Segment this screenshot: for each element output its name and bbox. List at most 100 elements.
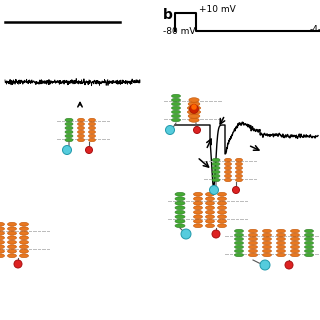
Ellipse shape bbox=[249, 245, 258, 249]
Ellipse shape bbox=[188, 114, 200, 118]
Ellipse shape bbox=[236, 158, 243, 162]
Ellipse shape bbox=[89, 138, 95, 142]
Ellipse shape bbox=[65, 126, 73, 130]
Ellipse shape bbox=[0, 245, 4, 249]
Ellipse shape bbox=[249, 253, 258, 257]
Ellipse shape bbox=[172, 118, 180, 122]
Ellipse shape bbox=[189, 105, 198, 114]
Ellipse shape bbox=[188, 106, 201, 110]
Ellipse shape bbox=[205, 215, 214, 219]
Ellipse shape bbox=[20, 222, 28, 226]
Circle shape bbox=[85, 147, 92, 154]
Ellipse shape bbox=[175, 197, 185, 201]
Ellipse shape bbox=[225, 170, 231, 174]
Ellipse shape bbox=[175, 192, 185, 196]
Ellipse shape bbox=[205, 210, 214, 214]
Ellipse shape bbox=[172, 102, 180, 106]
Ellipse shape bbox=[218, 210, 227, 214]
Ellipse shape bbox=[225, 162, 231, 166]
Ellipse shape bbox=[212, 174, 220, 178]
Ellipse shape bbox=[0, 240, 4, 244]
Ellipse shape bbox=[77, 118, 84, 122]
Ellipse shape bbox=[291, 237, 300, 241]
Ellipse shape bbox=[172, 110, 180, 114]
Ellipse shape bbox=[172, 94, 180, 98]
Ellipse shape bbox=[65, 122, 73, 126]
Ellipse shape bbox=[212, 170, 220, 174]
Ellipse shape bbox=[20, 245, 28, 249]
Ellipse shape bbox=[236, 174, 243, 178]
Ellipse shape bbox=[20, 236, 28, 240]
Ellipse shape bbox=[276, 229, 285, 233]
Ellipse shape bbox=[77, 134, 84, 138]
Circle shape bbox=[212, 230, 220, 238]
Ellipse shape bbox=[235, 233, 244, 237]
Ellipse shape bbox=[235, 237, 244, 241]
Ellipse shape bbox=[225, 174, 231, 178]
Ellipse shape bbox=[235, 245, 244, 249]
Ellipse shape bbox=[194, 192, 203, 196]
Ellipse shape bbox=[291, 233, 300, 237]
Ellipse shape bbox=[89, 134, 95, 138]
Circle shape bbox=[210, 186, 219, 195]
Ellipse shape bbox=[225, 178, 231, 182]
Ellipse shape bbox=[305, 245, 314, 249]
Ellipse shape bbox=[20, 227, 28, 231]
Circle shape bbox=[14, 260, 22, 268]
Ellipse shape bbox=[291, 229, 300, 233]
Ellipse shape bbox=[194, 219, 203, 223]
Ellipse shape bbox=[205, 201, 214, 205]
Text: +10 mV: +10 mV bbox=[199, 5, 236, 14]
Ellipse shape bbox=[276, 249, 285, 253]
Circle shape bbox=[181, 229, 191, 239]
Ellipse shape bbox=[20, 249, 28, 253]
Ellipse shape bbox=[276, 233, 285, 237]
Ellipse shape bbox=[291, 241, 300, 245]
Ellipse shape bbox=[262, 245, 271, 249]
Ellipse shape bbox=[0, 231, 4, 235]
Ellipse shape bbox=[212, 178, 220, 182]
Text: -4—: -4— bbox=[310, 25, 320, 34]
Ellipse shape bbox=[89, 130, 95, 134]
Ellipse shape bbox=[0, 249, 4, 253]
Ellipse shape bbox=[172, 114, 180, 118]
Ellipse shape bbox=[77, 138, 84, 142]
Ellipse shape bbox=[194, 210, 203, 214]
Ellipse shape bbox=[89, 118, 95, 122]
Ellipse shape bbox=[235, 241, 244, 245]
Ellipse shape bbox=[189, 118, 199, 122]
Ellipse shape bbox=[305, 249, 314, 253]
Ellipse shape bbox=[212, 162, 220, 166]
Ellipse shape bbox=[205, 206, 214, 210]
Ellipse shape bbox=[175, 210, 185, 214]
Ellipse shape bbox=[7, 227, 17, 231]
Ellipse shape bbox=[0, 254, 4, 258]
Ellipse shape bbox=[7, 231, 17, 235]
Ellipse shape bbox=[175, 206, 185, 210]
Ellipse shape bbox=[305, 253, 314, 257]
Ellipse shape bbox=[249, 229, 258, 233]
Circle shape bbox=[194, 126, 201, 133]
Ellipse shape bbox=[291, 245, 300, 249]
Ellipse shape bbox=[262, 229, 271, 233]
Ellipse shape bbox=[291, 249, 300, 253]
Ellipse shape bbox=[218, 224, 227, 228]
Ellipse shape bbox=[262, 241, 271, 245]
Ellipse shape bbox=[212, 158, 220, 162]
Circle shape bbox=[233, 187, 239, 194]
Ellipse shape bbox=[7, 236, 17, 240]
Ellipse shape bbox=[235, 229, 244, 233]
Ellipse shape bbox=[236, 170, 243, 174]
Circle shape bbox=[260, 260, 270, 270]
Text: b: b bbox=[163, 8, 173, 22]
Ellipse shape bbox=[175, 215, 185, 219]
Ellipse shape bbox=[262, 253, 271, 257]
Ellipse shape bbox=[194, 215, 203, 219]
Ellipse shape bbox=[7, 222, 17, 226]
Ellipse shape bbox=[205, 192, 214, 196]
Circle shape bbox=[285, 261, 293, 269]
Ellipse shape bbox=[218, 215, 227, 219]
Ellipse shape bbox=[7, 249, 17, 253]
Ellipse shape bbox=[20, 240, 28, 244]
Ellipse shape bbox=[305, 237, 314, 241]
